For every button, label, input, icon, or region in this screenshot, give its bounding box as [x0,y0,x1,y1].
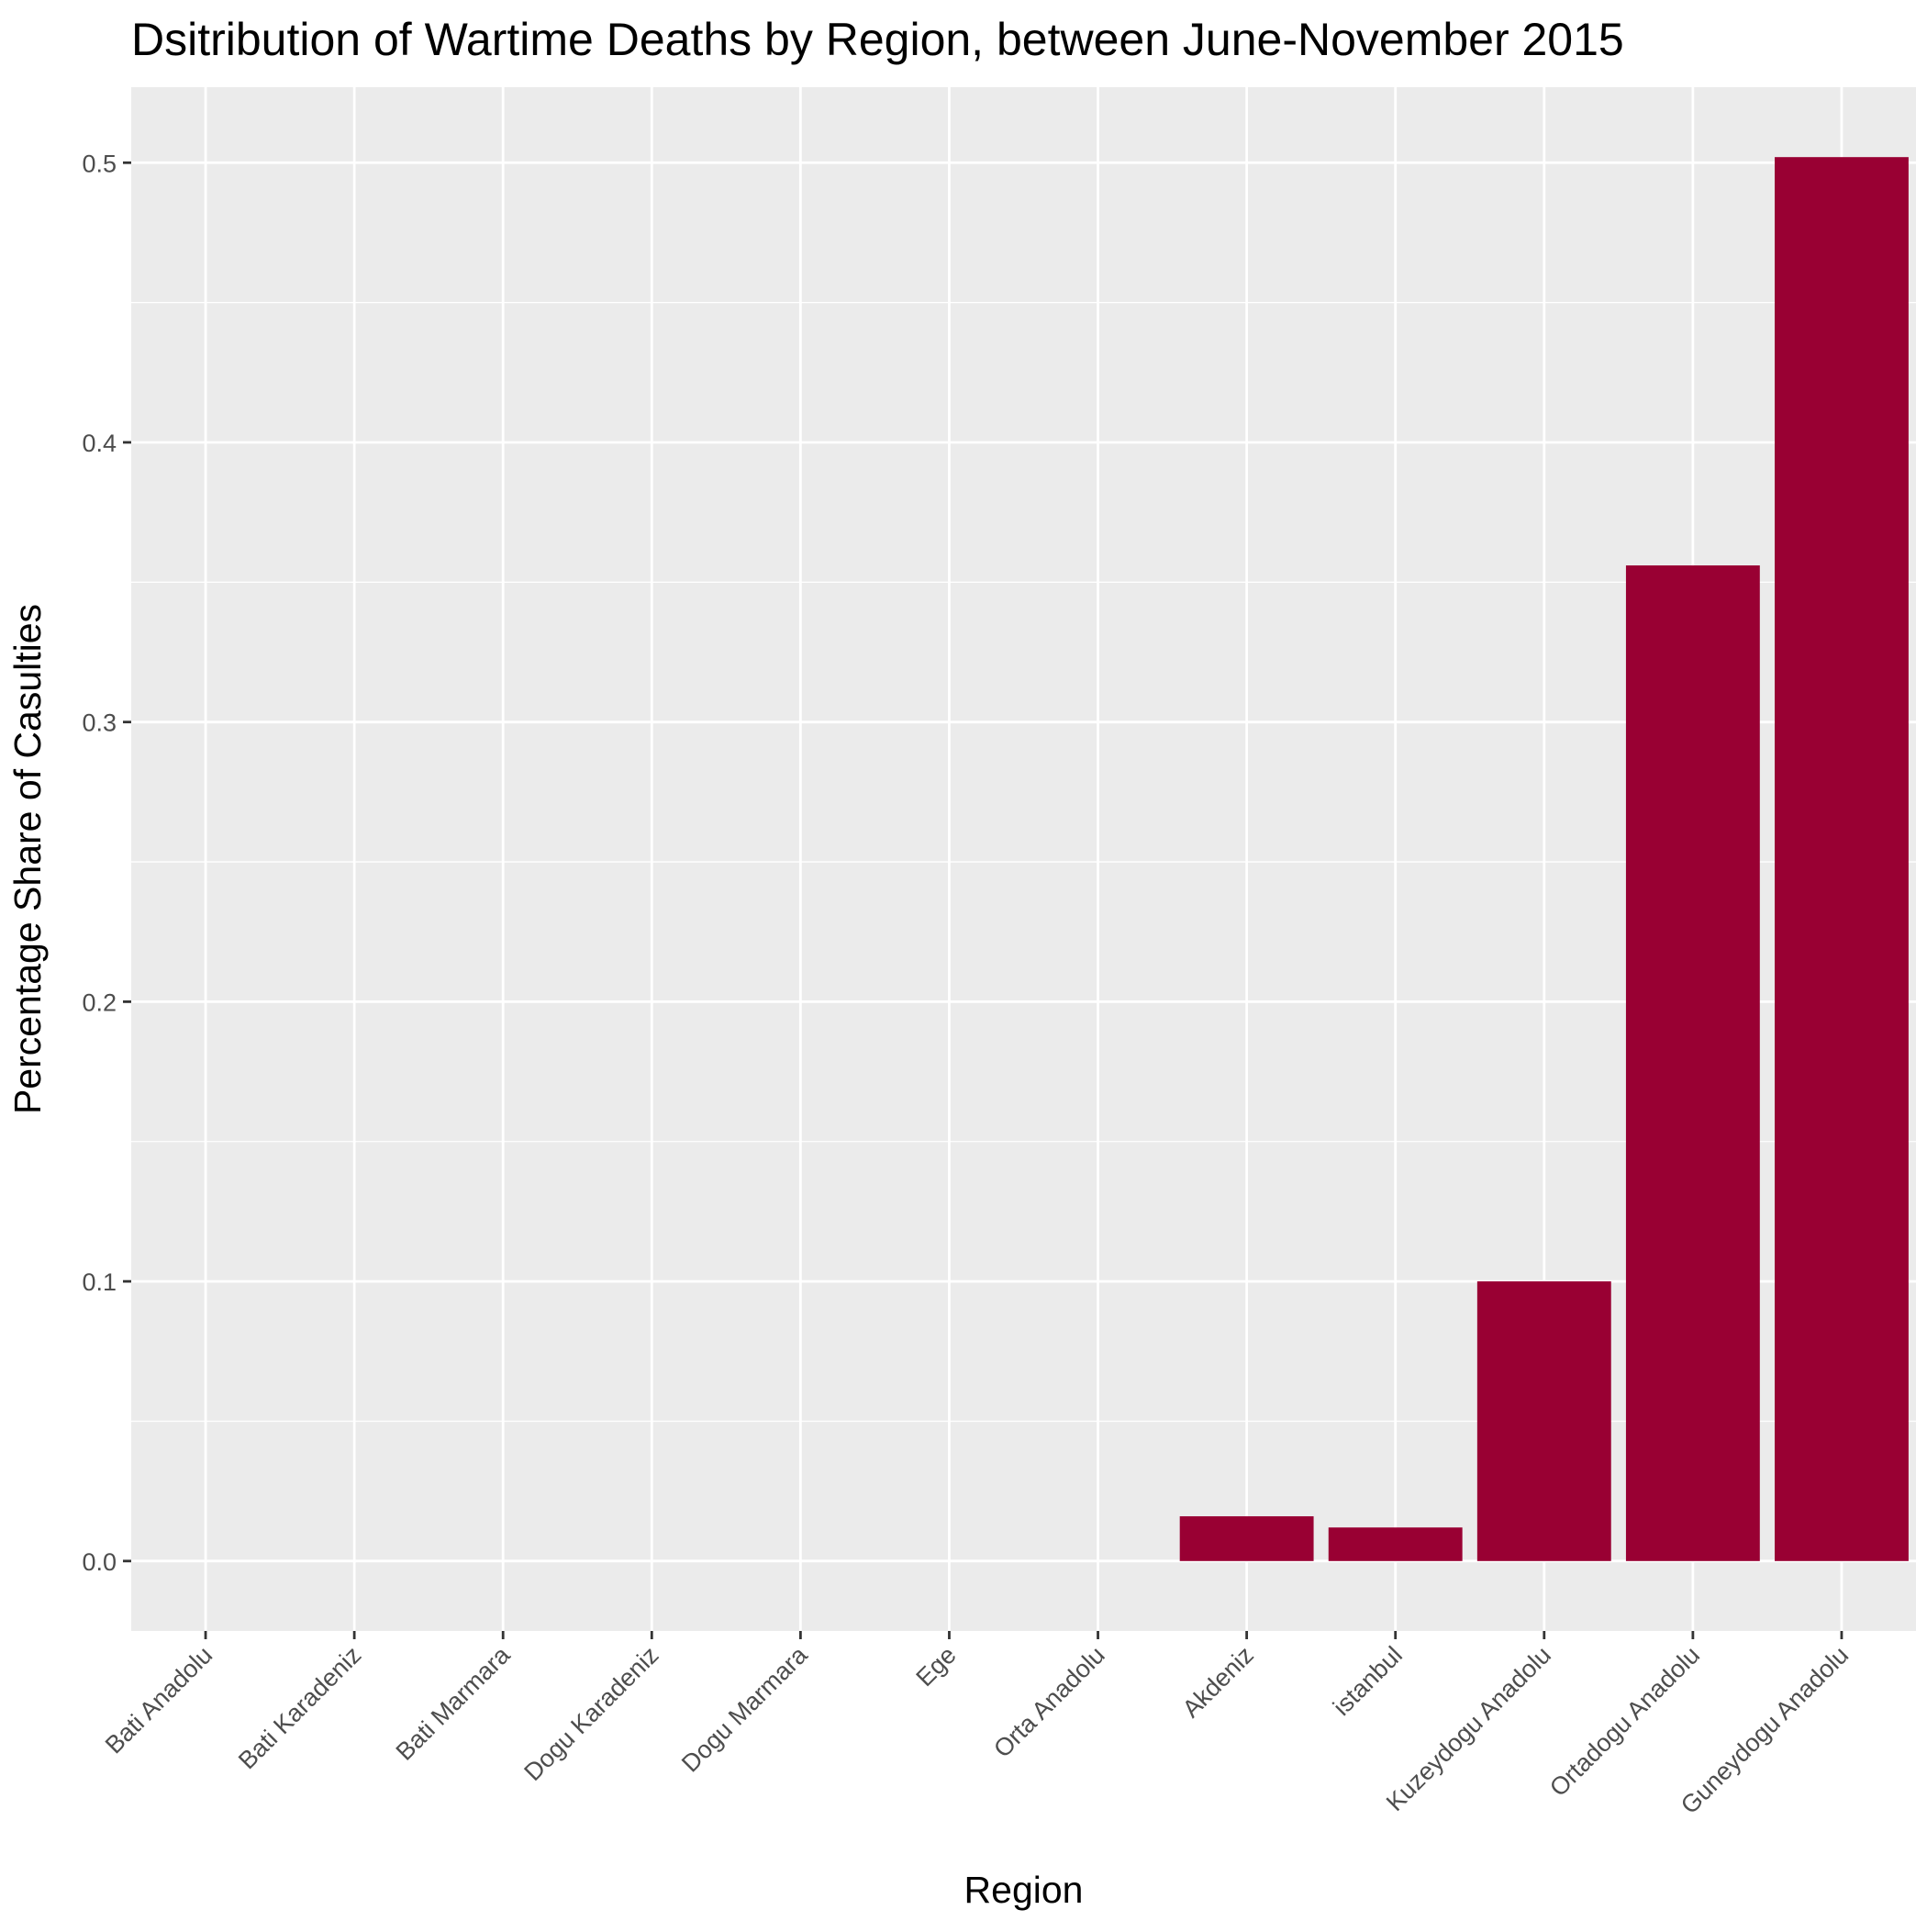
x-tick-label: Ortadogu Anadolu [1544,1641,1705,1802]
x-tick-label: Bati Anadolu [100,1641,217,1759]
bar [1477,1281,1611,1561]
x-tick-label: Akdeniz [1177,1641,1259,1723]
x-axis: Bati Anadolu Bati Karadeniz Bati Marmara Do… [100,1631,1854,1819]
x-tick-label: Kuzeydogu Anadolu [1381,1641,1556,1816]
x-tick-label: istanbul [1328,1641,1408,1721]
x-tick-label: Dogu Marmara [676,1640,813,1777]
y-axis-title: Percentage Share of Casulties [6,604,49,1114]
x-tick-label: Ege [911,1641,962,1692]
x-tick-label: Dogu Karadeniz [518,1641,663,1786]
bar [1775,157,1909,1561]
x-tick-label: Guneydogu Anadolu [1676,1641,1854,1819]
y-tick-label: 0.3 [82,709,117,737]
y-tick-label: 0.0 [82,1548,117,1576]
bar [1626,565,1760,1561]
x-tick-label: Orta Anadolu [988,1641,1110,1763]
x-tick-label: Bati Marmara [391,1640,516,1765]
y-tick-label: 0.1 [82,1268,117,1296]
bar [1329,1527,1463,1561]
chart-title: Dsitribution of Wartime Deaths by Region… [131,14,1624,65]
x-tick-label: Bati Karadeniz [233,1641,366,1774]
bar [1180,1516,1314,1561]
y-tick-label: 0.2 [82,988,117,1016]
y-axis: 0.0 0.1 0.2 0.3 0.4 0.5 [82,150,131,1576]
y-tick-label: 0.5 [82,150,117,177]
y-tick-label: 0.4 [82,430,117,457]
x-axis-title: Region [964,1869,1084,1911]
